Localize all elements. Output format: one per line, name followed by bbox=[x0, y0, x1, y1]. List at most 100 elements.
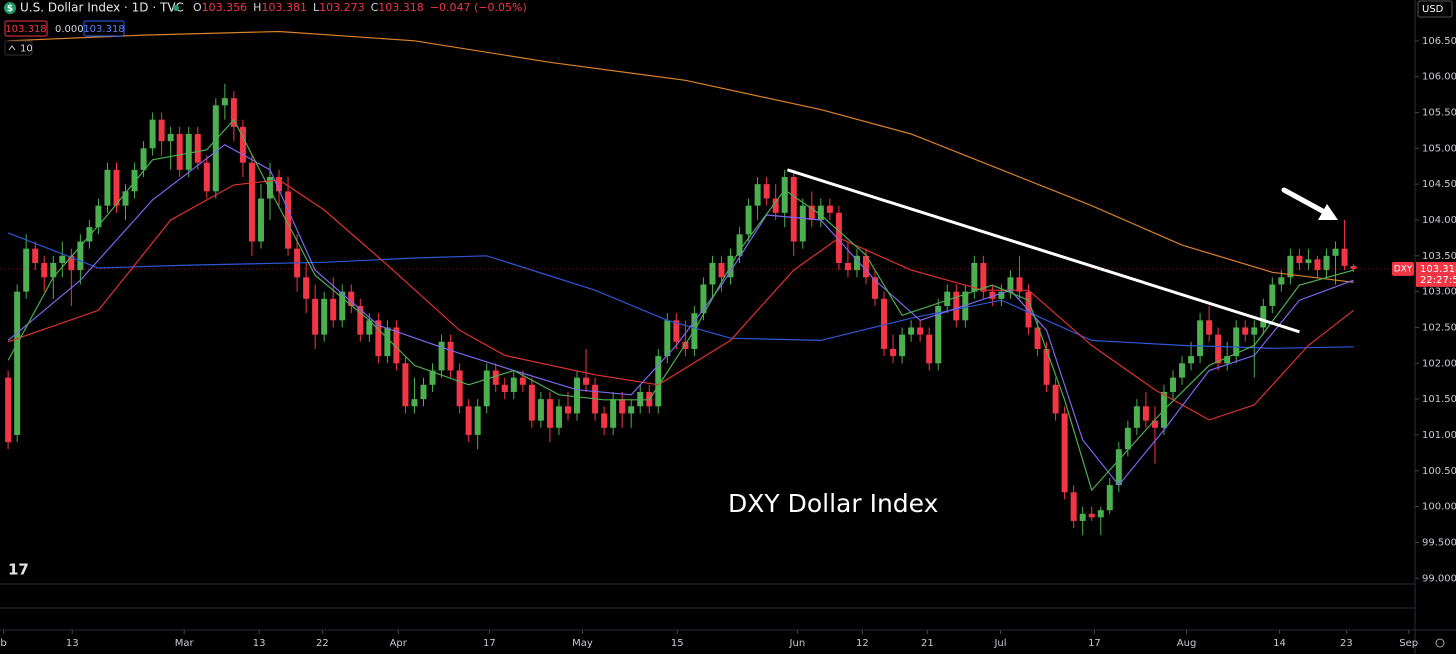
quote: O103.356 H103.381 L103.273 C103.318 −0.047 (… bbox=[193, 1, 527, 14]
candle-body bbox=[384, 327, 391, 357]
candle-body bbox=[1233, 327, 1240, 357]
candle-body bbox=[167, 133, 174, 142]
candle-body bbox=[1260, 305, 1267, 328]
y-tick-label: 102.000 bbox=[1422, 358, 1456, 369]
ma-line bbox=[7, 118, 1354, 492]
candle-body bbox=[86, 227, 93, 242]
x-tick-label: Apr bbox=[390, 638, 408, 649]
candle-body bbox=[23, 248, 30, 292]
candle-body bbox=[185, 133, 192, 170]
candle-body bbox=[122, 191, 129, 206]
candle-body bbox=[1224, 356, 1231, 364]
arrow bbox=[1281, 187, 1331, 217]
candle-body bbox=[899, 334, 906, 357]
candle-body bbox=[95, 205, 102, 228]
x-tick-label: Jul bbox=[993, 638, 1006, 649]
candle-body bbox=[456, 370, 463, 407]
candle-body bbox=[1034, 327, 1041, 349]
symbol-icon bbox=[4, 2, 16, 14]
candle-body bbox=[1332, 248, 1339, 256]
candle-body bbox=[1151, 420, 1158, 428]
x-tick-label: 13 bbox=[253, 638, 266, 649]
status-dot bbox=[173, 5, 179, 11]
candle-body bbox=[754, 184, 761, 206]
ma-line bbox=[8, 30, 1354, 283]
candle-body bbox=[1061, 413, 1068, 493]
price-tag bbox=[1416, 261, 1456, 287]
candle-body bbox=[5, 377, 12, 443]
x-tick-label: 14 bbox=[1273, 638, 1286, 649]
candle-body bbox=[32, 248, 39, 263]
candle-body bbox=[890, 348, 897, 357]
candle-body bbox=[962, 291, 969, 321]
candle-body bbox=[926, 334, 933, 364]
candle-body bbox=[772, 198, 779, 213]
chevron bbox=[8, 45, 16, 51]
candle-body bbox=[763, 184, 770, 199]
symbol-icon-glyph: $ bbox=[7, 4, 13, 14]
quote-key: O bbox=[193, 1, 202, 14]
candle-body bbox=[1179, 363, 1186, 378]
candle-body bbox=[881, 298, 888, 349]
candle-body bbox=[655, 356, 662, 407]
candle-body bbox=[555, 406, 562, 428]
candle-body bbox=[330, 298, 337, 321]
chart-title: U.S. Dollar Index · 1D · TVC bbox=[20, 1, 184, 15]
candle-body bbox=[862, 255, 869, 278]
quote-key: L bbox=[313, 1, 320, 14]
y-tick-label: 103.500 bbox=[1422, 251, 1456, 262]
quote-value: 103.273 bbox=[319, 1, 365, 14]
x-tick-label: May bbox=[572, 638, 593, 649]
candle-body bbox=[14, 291, 21, 435]
y-tick-label: 103.000 bbox=[1422, 287, 1456, 298]
candle-body bbox=[1350, 266, 1357, 269]
y-tick-label: 101.000 bbox=[1422, 430, 1456, 441]
x-tick-label: 13 bbox=[66, 638, 79, 649]
candle-body bbox=[944, 291, 951, 306]
candle-body bbox=[1197, 320, 1204, 357]
y-tick-label: 104.000 bbox=[1422, 215, 1456, 226]
symbol-tag-label: DXY bbox=[1394, 264, 1413, 274]
candle-body bbox=[501, 384, 508, 392]
interval-box[interactable] bbox=[4, 40, 33, 56]
candle-body bbox=[1341, 248, 1348, 266]
candle-body bbox=[248, 162, 255, 242]
candle-body bbox=[266, 176, 273, 199]
x-tick-label: 12 bbox=[856, 638, 869, 649]
candle-body bbox=[980, 262, 987, 292]
quote-value: 103.356 bbox=[202, 1, 248, 14]
y-tick-label: 105.000 bbox=[1422, 143, 1456, 154]
candle-body bbox=[158, 119, 165, 142]
candle-body bbox=[1097, 510, 1104, 518]
candle-body bbox=[131, 169, 138, 192]
candle-body bbox=[826, 205, 833, 213]
quote-key: H bbox=[253, 1, 261, 14]
candle-body bbox=[519, 377, 526, 385]
x-tick-label: b bbox=[0, 638, 6, 649]
x-tick-label: 23 bbox=[1340, 638, 1353, 649]
annotation: DXY Dollar Index bbox=[728, 489, 938, 518]
price-tag-label: 103.318 bbox=[1420, 264, 1456, 275]
logo: 17 bbox=[8, 561, 29, 579]
countdown: 22:27:52 bbox=[1420, 275, 1456, 286]
candle-body bbox=[1142, 406, 1149, 421]
quote-key: C bbox=[371, 1, 379, 14]
currency-box[interactable] bbox=[1417, 0, 1453, 18]
candle-body bbox=[1115, 449, 1122, 486]
settings-icon[interactable] bbox=[1435, 638, 1445, 648]
candle-body bbox=[537, 399, 544, 421]
candle-body bbox=[628, 406, 635, 414]
candle-body bbox=[348, 291, 355, 306]
candle-body bbox=[1079, 513, 1086, 521]
candle-body bbox=[366, 320, 373, 335]
badge-box bbox=[4, 20, 48, 37]
candle-body bbox=[583, 377, 590, 385]
candle-body bbox=[1305, 259, 1312, 263]
candle-body bbox=[781, 176, 788, 213]
candle-body bbox=[77, 241, 84, 271]
plot-area bbox=[0, 30, 1415, 536]
candle-body bbox=[1251, 327, 1258, 335]
candle-body bbox=[194, 133, 201, 163]
y-tick-label: 106.500 bbox=[1422, 36, 1456, 47]
